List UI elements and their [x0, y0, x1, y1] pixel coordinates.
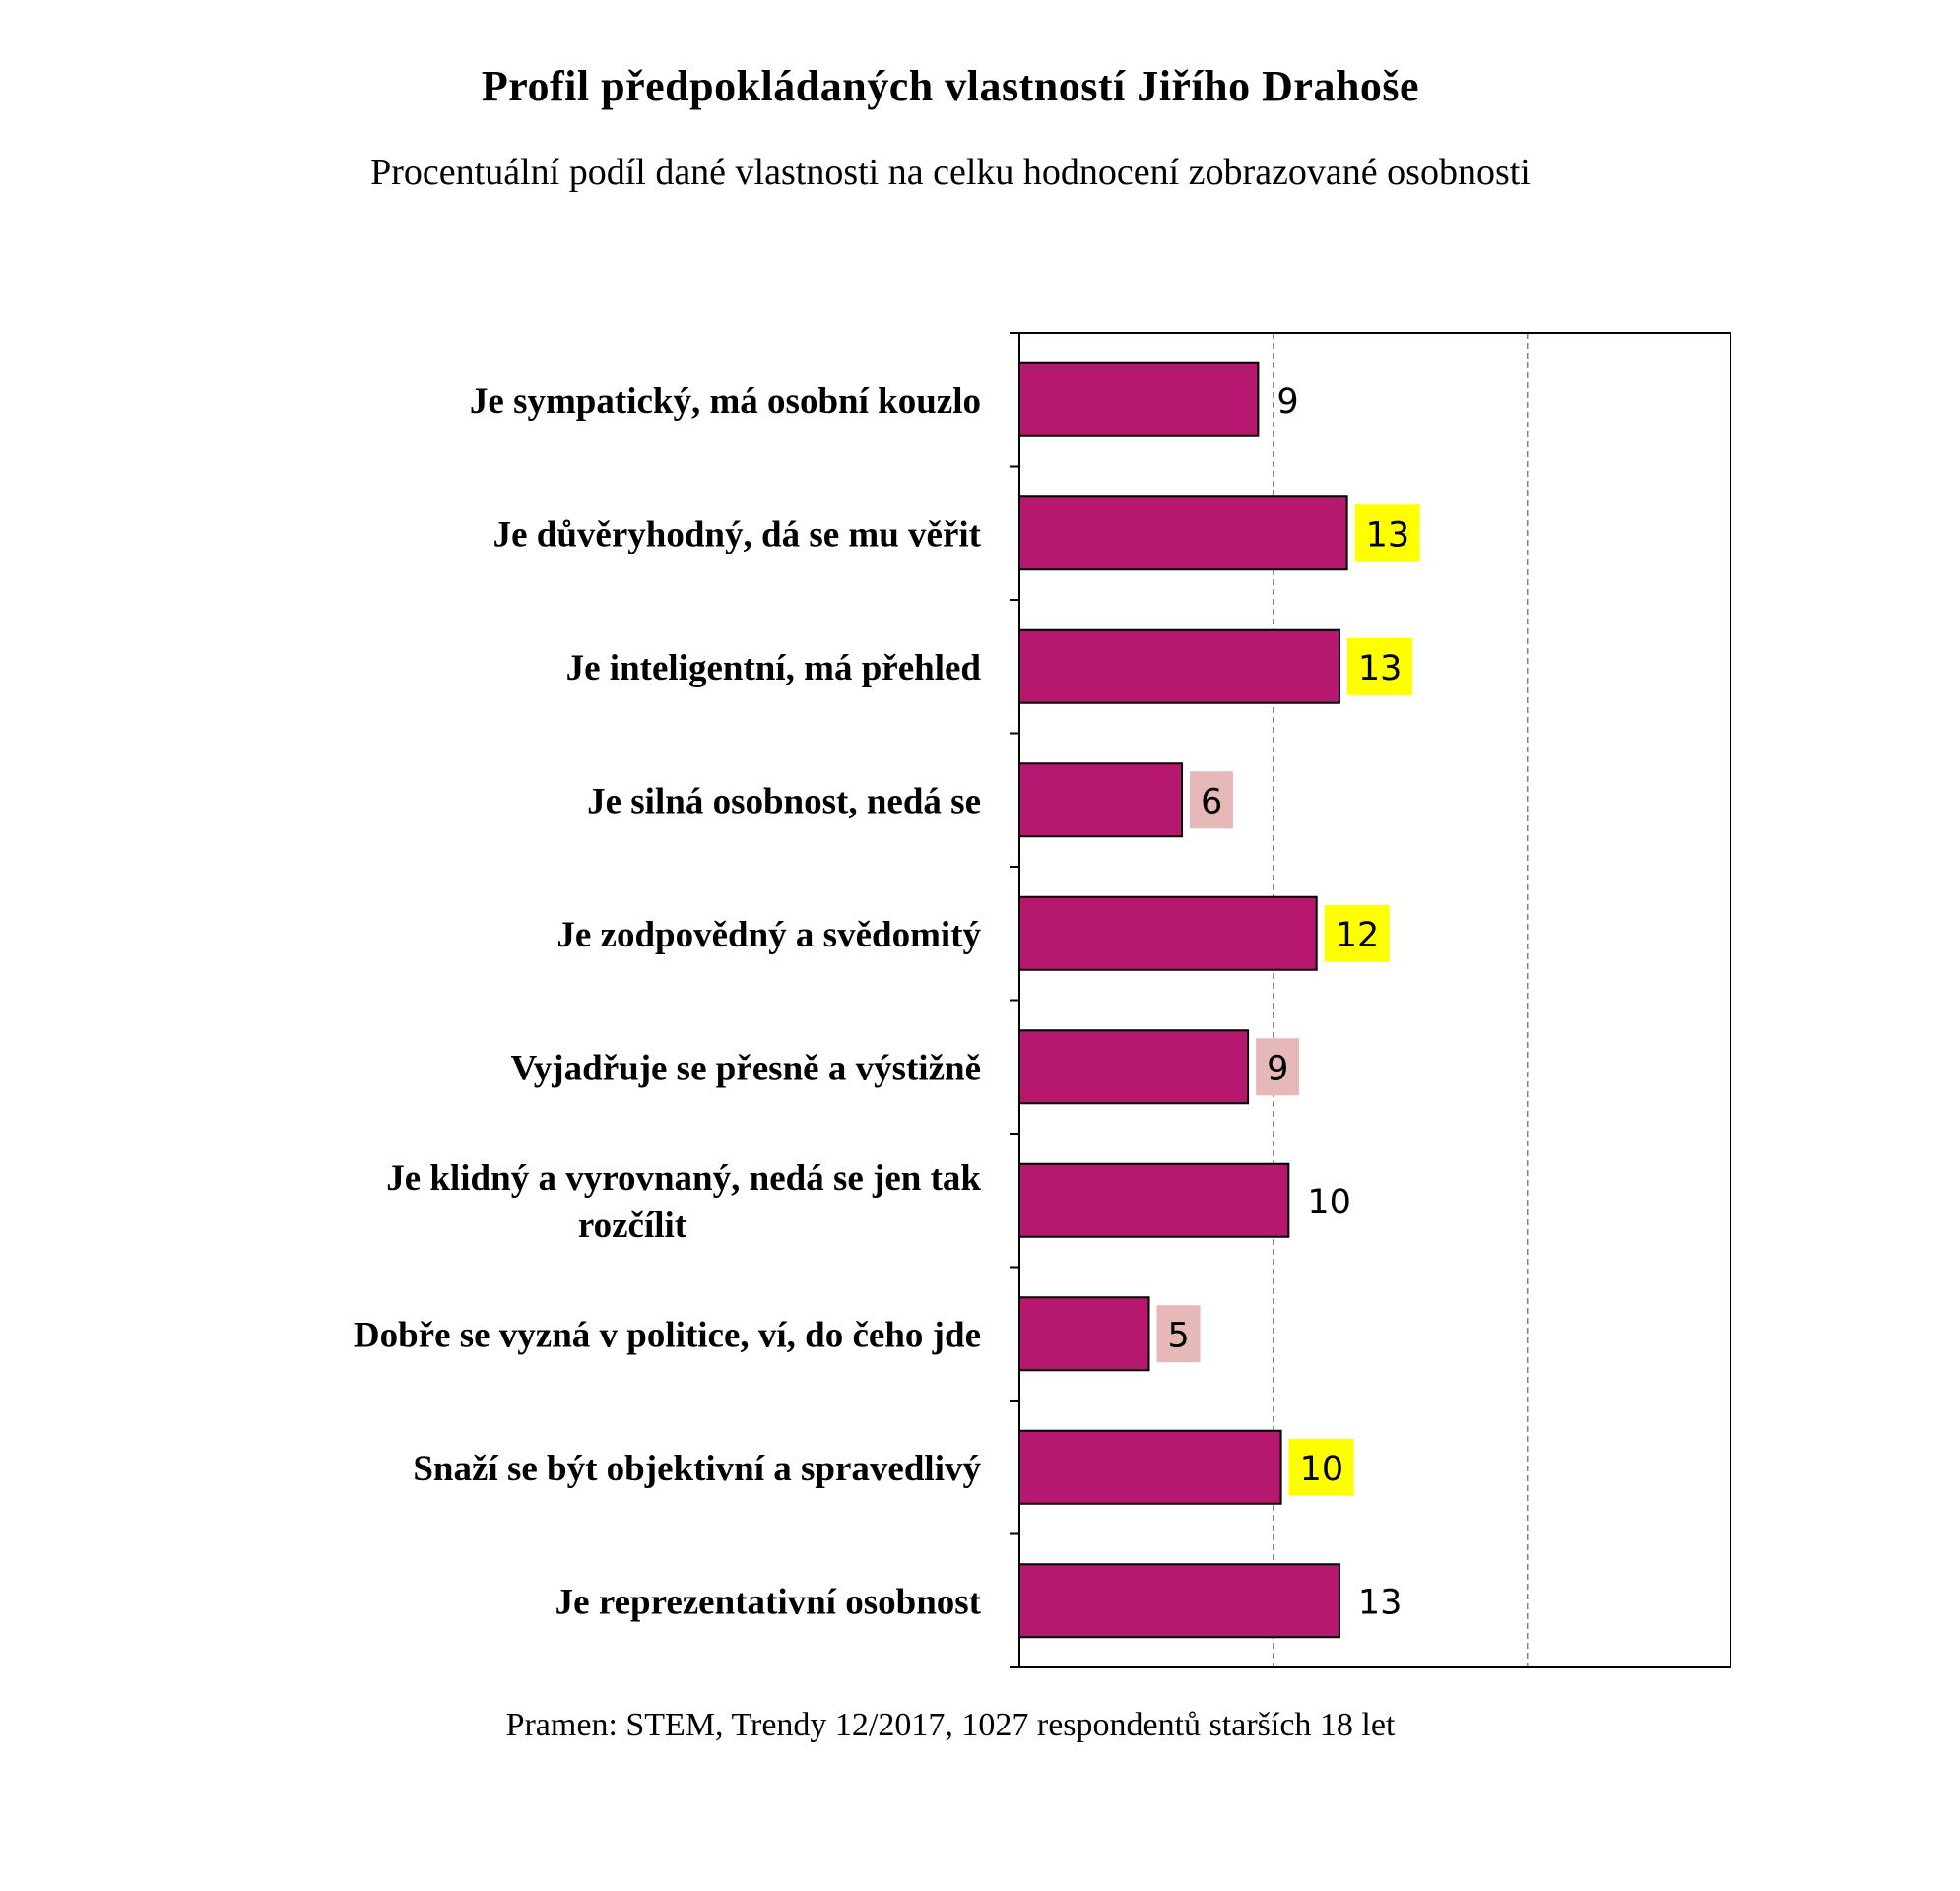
value-label: 9: [1267, 1049, 1288, 1088]
category-labels: Je sympatický, má osobní kouzlo Je důvěry…: [354, 381, 982, 1623]
category-label: Je klidný a vyrovnaný, nedá se jen tak: [386, 1158, 981, 1199]
bar: [1018, 1296, 1150, 1372]
value-label: 5: [1168, 1316, 1190, 1355]
bars: 9 13 13 6 12 9 10 5 10 13: [1018, 361, 1420, 1639]
category-axis-ticks: [1010, 332, 1019, 1668]
category-label: Dobře se vyzná v politice, ví, do čeho j…: [354, 1315, 981, 1355]
value-label: 13: [1366, 515, 1410, 554]
value-highlight: [1324, 904, 1390, 962]
value-label: 6: [1201, 782, 1222, 821]
value-highlight: [1156, 1305, 1201, 1363]
value-highlight: [1346, 637, 1412, 695]
value-label: 9: [1276, 382, 1298, 422]
source-note: Pramen: STEM, Trendy 12/2017, 1027 respo…: [505, 1707, 1396, 1743]
category-label: rozčílit: [578, 1206, 687, 1246]
value-highlight: [1354, 504, 1420, 562]
value-highlight: [1190, 771, 1234, 829]
bar: [1018, 895, 1318, 971]
value-label: 10: [1307, 1183, 1351, 1222]
bar: [1018, 1162, 1290, 1238]
category-label: Je silná osobnost, nedá se: [587, 781, 981, 821]
category-label: Je reprezentativní osobnost: [555, 1582, 982, 1622]
chart-subtitle: Procentuální podíl dané vlastnosti na ce…: [370, 152, 1531, 193]
category-label: Je inteligentní, má přehled: [566, 648, 982, 688]
value-label: 13: [1358, 1583, 1403, 1622]
chart-title: Profil předpokládaných vlastností Jiřího…: [481, 62, 1420, 110]
category-label: Je zodpovědný a svědomitý: [556, 915, 981, 955]
bar: [1018, 628, 1340, 704]
bar: [1018, 762, 1184, 838]
value-label: 12: [1336, 916, 1380, 955]
bar: [1018, 1029, 1250, 1105]
category-label: Vyjadřuje se přesně a výstižně: [510, 1048, 981, 1088]
bar: [1018, 1429, 1282, 1505]
value-highlight: [1288, 1438, 1354, 1496]
bar: [1018, 361, 1260, 437]
value-label: 10: [1300, 1450, 1344, 1489]
value-label: 13: [1358, 649, 1403, 688]
category-label: Je důvěryhodný, dá se mu věřit: [493, 514, 982, 554]
bar: [1018, 1563, 1340, 1639]
bar: [1018, 495, 1348, 571]
category-label: Snaží se být objektivní a spravedlivý: [413, 1449, 981, 1489]
category-label: Je sympatický, má osobní kouzlo: [470, 381, 981, 422]
value-highlight: [1256, 1038, 1300, 1096]
